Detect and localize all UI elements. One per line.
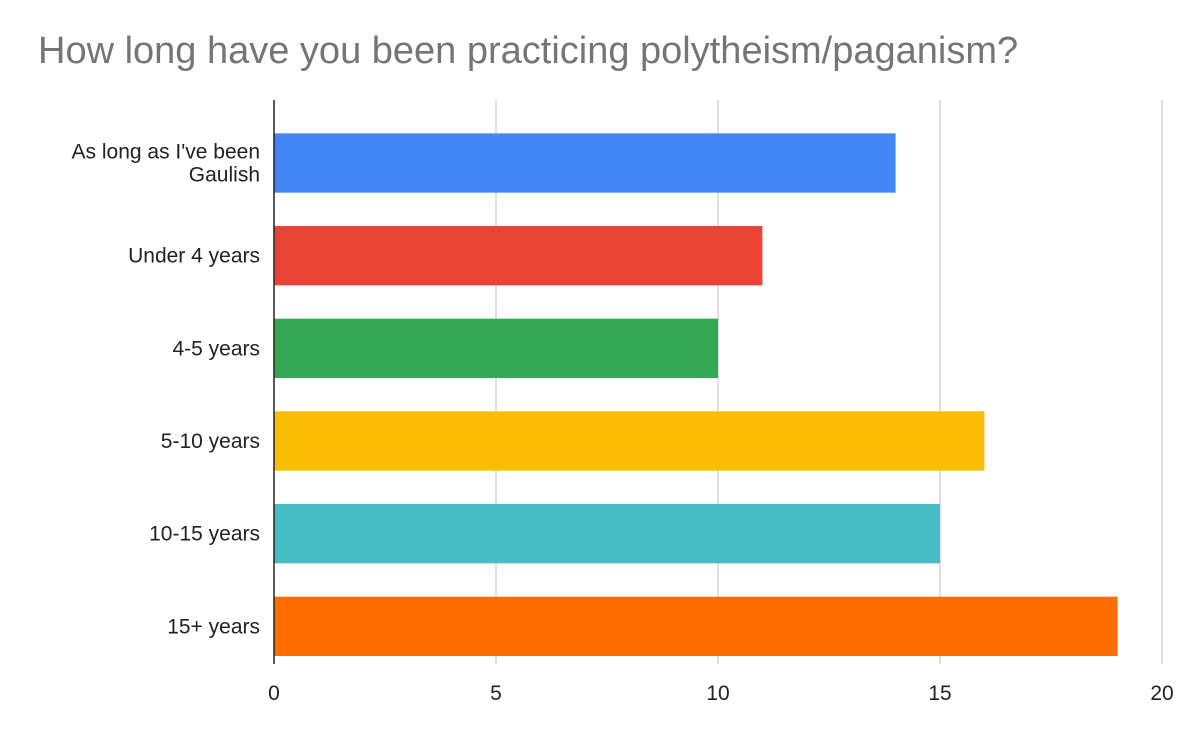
category-label: 10-15 years — [149, 523, 260, 546]
x-tick-label: 5 — [490, 682, 502, 705]
category-label: As long as I've been Gaulish — [72, 141, 260, 187]
category-label: Under 4 years — [128, 245, 260, 268]
bar — [274, 411, 985, 471]
bar — [274, 318, 718, 378]
x-tick-label: 0 — [268, 682, 280, 705]
chart-title: How long have you been practicing polyth… — [38, 30, 1019, 72]
category-label: 4-5 years — [172, 337, 260, 360]
bars — [274, 133, 1118, 656]
x-tick-label: 20 — [1150, 682, 1173, 705]
gridlines — [495, 100, 1163, 664]
bar — [274, 596, 1118, 656]
x-tick-label: 15 — [928, 682, 951, 705]
category-label: 15+ years — [167, 615, 260, 638]
x-tick-labels: 0 5 10 15 20 — [268, 682, 1174, 705]
category-label: 5-10 years — [161, 430, 260, 453]
bar — [274, 226, 763, 286]
bar — [274, 133, 896, 193]
bar — [274, 504, 940, 564]
x-tick-label: 10 — [706, 682, 729, 705]
category-labels: As long as I've been Gaulish Under 4 years… — [72, 141, 260, 639]
